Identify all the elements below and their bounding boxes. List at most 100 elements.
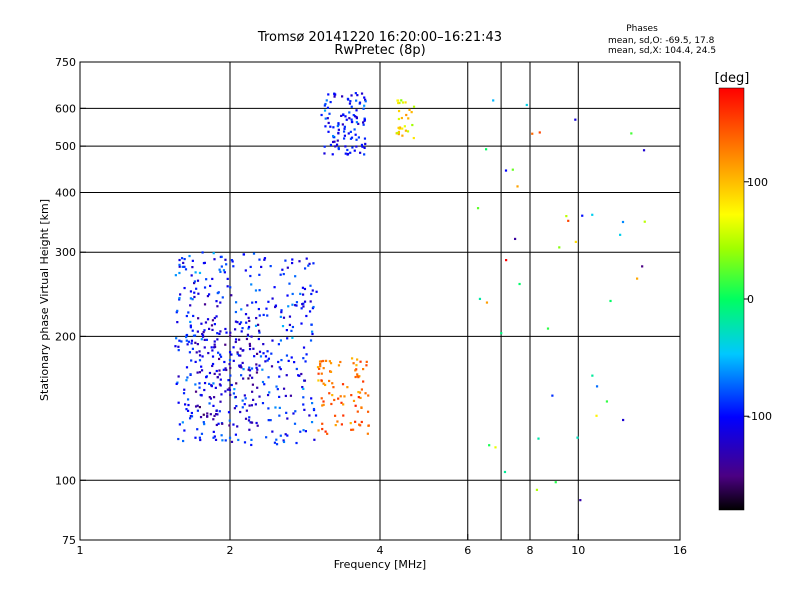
data-point	[484, 148, 488, 151]
data-point	[228, 419, 231, 422]
data-point	[248, 344, 252, 348]
data-point	[275, 385, 278, 388]
data-point	[546, 327, 550, 330]
data-point	[251, 376, 254, 379]
data-point	[406, 130, 410, 133]
data-point	[321, 404, 324, 407]
data-point	[358, 391, 362, 394]
data-point	[184, 403, 187, 406]
data-point	[191, 329, 194, 332]
data-point	[228, 387, 231, 390]
data-point	[214, 413, 218, 416]
data-point	[324, 102, 327, 106]
data-point	[408, 108, 411, 111]
data-point	[199, 438, 202, 442]
data-point	[302, 387, 305, 391]
data-point	[200, 432, 204, 435]
data-point	[354, 375, 357, 379]
data-point	[574, 240, 577, 243]
data-point	[276, 388, 279, 391]
data-point	[213, 414, 216, 417]
data-point	[344, 115, 347, 118]
data-point	[285, 411, 288, 414]
data-point	[190, 415, 194, 418]
data-point	[364, 142, 367, 146]
data-point	[286, 266, 289, 269]
data-point	[291, 303, 294, 306]
data-point	[178, 423, 181, 426]
data-point	[266, 359, 269, 362]
data-point	[362, 123, 365, 126]
data-point	[322, 359, 325, 363]
data-point	[253, 355, 256, 358]
data-point	[260, 265, 263, 269]
data-point	[230, 383, 233, 387]
data-point	[324, 125, 327, 128]
colorbar-ticks: 100 0 -100	[744, 176, 772, 423]
data-point	[271, 430, 274, 433]
data-point	[591, 213, 594, 216]
data-point	[224, 258, 227, 261]
data-point	[183, 388, 186, 391]
data-point	[307, 264, 310, 267]
data-point	[201, 335, 205, 338]
data-point	[246, 333, 250, 336]
data-point	[177, 345, 180, 348]
data-point	[185, 314, 188, 318]
data-point	[358, 423, 361, 426]
data-point	[293, 422, 297, 425]
x-tick-label: 6	[464, 544, 471, 557]
data-point	[244, 313, 248, 316]
data-point	[216, 291, 219, 295]
data-point	[183, 286, 186, 290]
data-point	[264, 360, 267, 363]
data-point	[211, 355, 215, 358]
data-point	[251, 301, 254, 304]
data-point	[213, 258, 216, 261]
data-point	[398, 126, 402, 129]
data-point	[263, 383, 266, 386]
data-point	[279, 339, 283, 342]
data-point	[324, 117, 327, 120]
data-point	[401, 127, 404, 130]
data-point	[178, 265, 181, 268]
x-tick-label: 2	[227, 544, 234, 557]
data-point	[331, 382, 334, 385]
data-point	[398, 101, 401, 105]
data-point	[277, 360, 280, 364]
data-point	[178, 339, 181, 342]
data-point	[219, 355, 223, 358]
x-tick-label: 10	[571, 544, 585, 557]
data-point	[303, 379, 307, 382]
data-point	[355, 99, 358, 102]
data-point	[229, 393, 232, 396]
data-point	[187, 340, 190, 343]
data-point	[298, 374, 301, 377]
data-point	[214, 438, 218, 441]
data-point	[182, 439, 185, 443]
data-point	[258, 364, 261, 367]
data-point	[355, 364, 358, 367]
data-point	[230, 294, 233, 297]
data-point	[195, 287, 198, 290]
data-point	[327, 93, 330, 96]
data-point	[234, 338, 238, 341]
data-point	[290, 261, 294, 265]
data-point	[235, 405, 238, 408]
data-point	[303, 287, 307, 291]
data-point	[336, 420, 339, 423]
data-point	[581, 214, 584, 217]
data-point	[242, 377, 245, 380]
data-point	[195, 351, 198, 354]
data-point	[210, 324, 214, 327]
data-point	[342, 403, 345, 406]
data-point	[228, 358, 232, 362]
data-point	[178, 263, 181, 267]
data-point	[317, 429, 320, 432]
data-point	[208, 396, 211, 399]
data-point	[191, 347, 195, 350]
data-point	[312, 407, 316, 411]
data-point	[267, 407, 270, 410]
data-point	[337, 131, 340, 135]
data-point	[241, 361, 244, 365]
